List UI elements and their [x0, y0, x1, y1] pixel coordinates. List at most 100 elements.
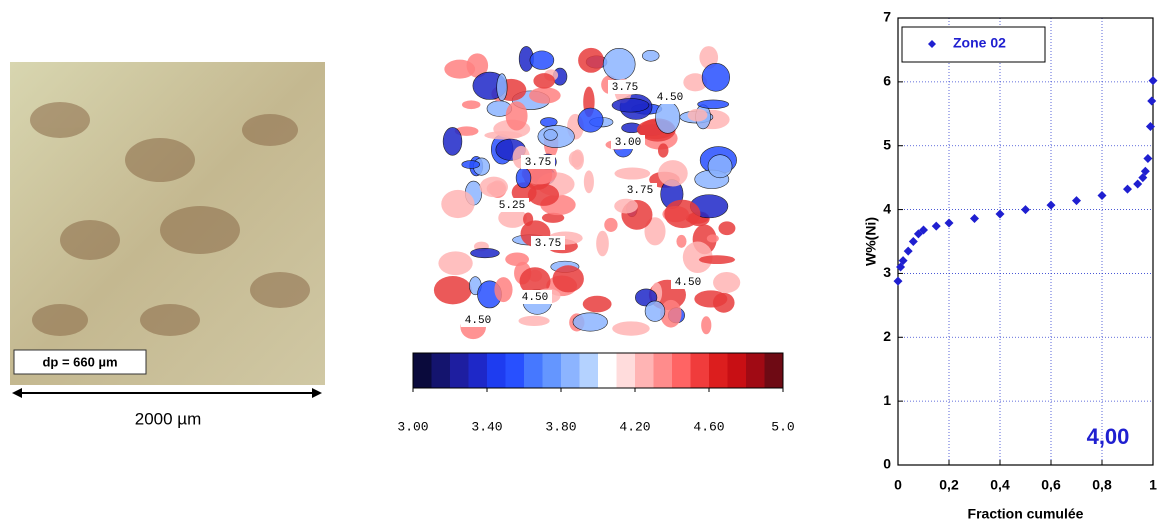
contour-blob [713, 272, 741, 293]
contour-blob [596, 230, 609, 257]
colorbar-cell [524, 353, 543, 388]
y-tick-label: 5 [883, 136, 891, 152]
contour-blob [611, 98, 650, 113]
contour-blob [543, 129, 558, 141]
contour-blob [664, 199, 701, 229]
colorbar-cell [690, 353, 710, 388]
contour-blob [614, 167, 651, 180]
colorbar-tick-label: 4.60 [693, 419, 724, 434]
annotation: 4,00 [1087, 424, 1130, 449]
contour-blob [442, 127, 463, 156]
colorbar-cell [635, 353, 654, 388]
contour-blob [602, 48, 636, 81]
contour-blob [604, 217, 618, 232]
contour-blob [694, 290, 728, 308]
contour-blob [444, 59, 476, 79]
contour-blob [644, 300, 666, 322]
colorbar-cell [616, 353, 636, 388]
x-tick-label: 1 [1149, 477, 1157, 493]
contour-map [433, 45, 741, 342]
contour-blob [614, 198, 638, 214]
contour-blob [657, 143, 669, 158]
data-point [903, 246, 913, 256]
contour-blob [644, 217, 666, 246]
contour-blob [572, 312, 608, 332]
data-point [1143, 153, 1153, 163]
contour-blob [701, 316, 712, 335]
contour-blob [470, 248, 500, 259]
contour-blob [718, 221, 736, 236]
contour-blob [660, 299, 682, 328]
contour-label-box [495, 198, 529, 212]
y-tick-label: 4 [883, 200, 891, 216]
legend-marker [928, 40, 936, 48]
data-point [1046, 200, 1056, 210]
contour-blob [676, 234, 687, 248]
x-tick-label: 0,8 [1092, 477, 1112, 493]
colorbar-cell [487, 353, 506, 388]
colorbar-cell [746, 353, 765, 388]
contour-label: 3.75 [525, 157, 551, 169]
colorbar-tick-label: 3.80 [545, 419, 576, 434]
contour-blob [461, 100, 481, 110]
colorbar-cell [709, 353, 728, 388]
contour-blob [568, 150, 583, 168]
data-point [1021, 205, 1030, 215]
contour-label-box [518, 290, 552, 304]
colorbar-tick-label: 3.00 [397, 419, 428, 434]
colorbar-tick-label: 5.0 [771, 419, 794, 434]
scale-label: dp = 660 µm [42, 354, 117, 369]
colorbar-tick-label: 3.40 [471, 419, 502, 434]
colorbar-cell [727, 353, 747, 388]
contour-blob [578, 47, 604, 73]
data-point [1140, 166, 1150, 176]
scale-box [13, 349, 147, 375]
data-point [1072, 196, 1081, 206]
contour-label: 4.50 [675, 277, 701, 289]
data-point [944, 218, 954, 228]
data-point [1145, 122, 1155, 132]
contour-blob [706, 234, 719, 243]
contour-label-box [611, 135, 645, 149]
y-tick-label: 2 [883, 328, 891, 344]
contour-label-box [671, 275, 705, 289]
data-point [1148, 76, 1158, 86]
colorbar-cell [579, 353, 599, 388]
data-point [995, 209, 1005, 219]
colorbar-cell [672, 353, 691, 388]
y-axis-label: W%(Ni) [863, 217, 879, 266]
y-tick-label: 3 [883, 264, 891, 280]
contour-blob [612, 321, 650, 336]
contour-blob [658, 160, 688, 187]
data-point [893, 276, 903, 286]
x-axis-label: Fraction cumulée [968, 506, 1084, 522]
y-tick-label: 0 [883, 456, 891, 472]
contour-blob [707, 154, 733, 179]
colorbar-cell [431, 353, 451, 388]
x-tick-label: 0,2 [939, 477, 959, 493]
colorbar-cell [598, 353, 617, 388]
contour-blob [655, 101, 681, 134]
contour-blob [701, 63, 730, 92]
contour-blob [687, 108, 708, 122]
contour-label-box [623, 183, 657, 197]
contour-blob [683, 73, 708, 92]
colorbar-tick-label: 4.20 [619, 419, 650, 434]
data-point [1123, 184, 1132, 194]
contour-blob [533, 73, 555, 89]
colorbar-cell [764, 353, 784, 388]
colorbar-frame [412, 352, 784, 389]
data-point [919, 225, 928, 235]
colorbar-cell [413, 353, 432, 388]
y-tick-label: 6 [883, 73, 891, 89]
contour-blob [496, 73, 508, 101]
contour-blob [682, 241, 713, 274]
colorbar-cell [468, 353, 488, 388]
contour-label: 3.75 [627, 185, 653, 197]
contour-label: 4.50 [522, 292, 548, 304]
contour-blob [552, 265, 584, 293]
contour-blob [583, 170, 594, 194]
contour-blob [541, 212, 565, 223]
contour-blob [697, 99, 730, 109]
contour-blob [454, 126, 479, 136]
